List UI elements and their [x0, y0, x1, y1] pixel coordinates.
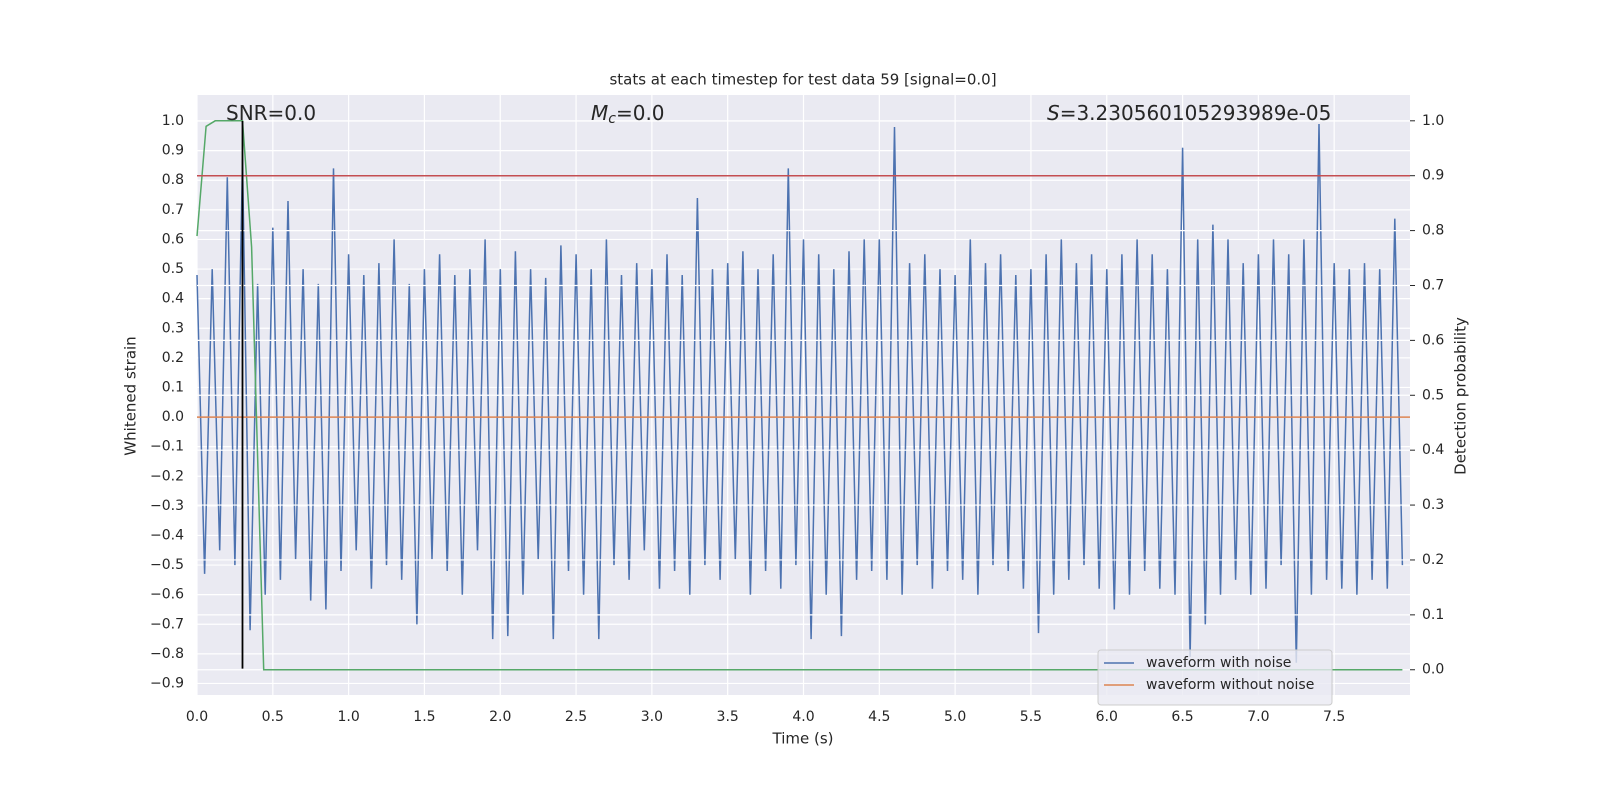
- chart-title: stats at each timestep for test data 59 …: [609, 71, 996, 89]
- y-tick-label: 0.4: [162, 291, 184, 307]
- y2-tick-label: 0.3: [1422, 497, 1444, 513]
- y2-tick-label: 0.4: [1422, 442, 1444, 458]
- annotation-text: =3.230560105293989e-05: [1060, 101, 1332, 125]
- x-tick-label: 6.0: [1096, 709, 1118, 725]
- y2-axis-label: Detection probability: [1452, 317, 1470, 475]
- y-tick-label: −0.5: [150, 557, 184, 573]
- series-line: [196, 123, 1404, 663]
- x-tick-label: 0.0: [186, 709, 208, 725]
- y-tick-label: 0.8: [162, 172, 184, 188]
- y-tick-label: 0.1: [162, 379, 184, 395]
- x-tick-label: 5.5: [1020, 709, 1042, 725]
- x-tick-label: 1.5: [413, 709, 435, 725]
- annotation-subscript: c: [608, 111, 616, 127]
- y2-tick-label: 0.8: [1422, 223, 1444, 239]
- y2-tick-label: 0.5: [1422, 387, 1444, 403]
- y2-tick-label: 0.2: [1422, 552, 1444, 568]
- y-tick-label: −0.9: [150, 675, 184, 691]
- annotation: SNR=0.0: [226, 101, 316, 125]
- y2-tick-label: 0.1: [1422, 607, 1444, 623]
- y2-tick-label: 0.9: [1422, 168, 1444, 184]
- y-tick-label: 0.5: [162, 261, 184, 277]
- y-tick-label: −0.1: [150, 439, 184, 455]
- y2-tick-label: 1.0: [1422, 113, 1444, 129]
- x-tick-label: 5.0: [944, 709, 966, 725]
- x-tick-label: 3.0: [641, 709, 663, 725]
- x-tick-label: 7.5: [1323, 709, 1345, 725]
- x-tick-label: 0.5: [262, 709, 284, 725]
- annotation: Mc=0.0: [591, 101, 665, 128]
- x-tick-label: 7.0: [1247, 709, 1269, 725]
- x-tick-label: 2.5: [565, 709, 587, 725]
- y-tick-label: −0.2: [150, 468, 184, 484]
- y-tick-label: 0.0: [162, 409, 184, 425]
- x-tick-label: 3.5: [717, 709, 739, 725]
- y-tick-label: 0.7: [162, 202, 184, 218]
- annotation-text: =0.0: [616, 101, 665, 125]
- x-tick-label: 6.5: [1171, 709, 1193, 725]
- y-axis-label: Whitened strain: [122, 336, 140, 455]
- legend-box: [1097, 649, 1333, 706]
- annotation-symbol: S: [1047, 101, 1060, 125]
- y-tick-label: −0.8: [150, 646, 184, 662]
- y-tick-label: 0.3: [162, 320, 184, 336]
- annotation-text: SNR=0.0: [226, 101, 316, 125]
- x-tick-label: 2.0: [489, 709, 511, 725]
- legend-label: waveform without noise: [1146, 677, 1314, 693]
- y-tick-label: 0.2: [162, 350, 184, 366]
- legend-label: waveform with noise: [1146, 655, 1291, 671]
- annotation-symbol: M: [591, 101, 608, 125]
- x-tick-label: 4.5: [868, 709, 890, 725]
- y2-tick-label: 0.6: [1422, 332, 1444, 348]
- series-line: [196, 120, 1403, 671]
- y-tick-label: 1.0: [162, 113, 184, 129]
- y2-tick-label: 0.7: [1422, 277, 1444, 293]
- x-axis-label: Time (s): [772, 730, 834, 748]
- y-tick-label: 0.6: [162, 231, 184, 247]
- x-tick-label: 1.0: [337, 709, 359, 725]
- y-tick-label: −0.3: [150, 498, 184, 514]
- y-tick-label: 0.9: [162, 143, 184, 159]
- annotation: S=3.230560105293989e-05: [1047, 101, 1331, 125]
- y2-tick-label: 0.0: [1422, 662, 1444, 678]
- x-tick-label: 4.0: [792, 709, 814, 725]
- y-tick-label: −0.6: [150, 587, 184, 603]
- y-tick-label: −0.4: [150, 527, 184, 543]
- y-tick-label: −0.7: [150, 616, 184, 632]
